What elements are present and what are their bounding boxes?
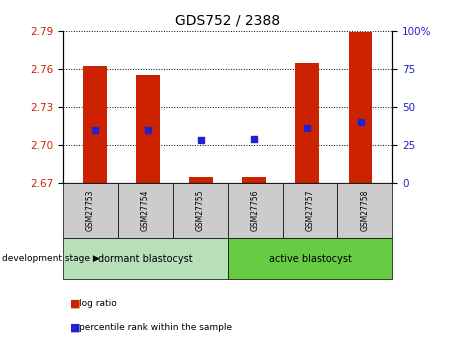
Text: GSM27757: GSM27757 [306,190,314,231]
Bar [136,75,160,183]
Text: percentile rank within the sample: percentile rank within the sample [79,323,232,332]
Text: active blastocyst: active blastocyst [269,254,351,264]
Bar [242,177,266,183]
Text: development stage ▶: development stage ▶ [2,254,100,263]
Bar [295,63,319,183]
Text: dormant blastocyst: dormant blastocyst [98,254,193,264]
Title: GDS752 / 2388: GDS752 / 2388 [175,13,281,27]
Text: GSM27758: GSM27758 [360,190,369,231]
Text: ■: ■ [70,299,80,308]
Text: ■: ■ [70,323,80,333]
Text: GSM27754: GSM27754 [141,190,150,231]
Text: GSM27753: GSM27753 [86,190,95,231]
Text: GSM27756: GSM27756 [251,190,260,231]
Text: GSM27755: GSM27755 [196,190,205,231]
Bar [189,177,213,183]
Bar [349,32,373,183]
Bar [83,67,107,183]
Text: log ratio: log ratio [79,299,117,308]
